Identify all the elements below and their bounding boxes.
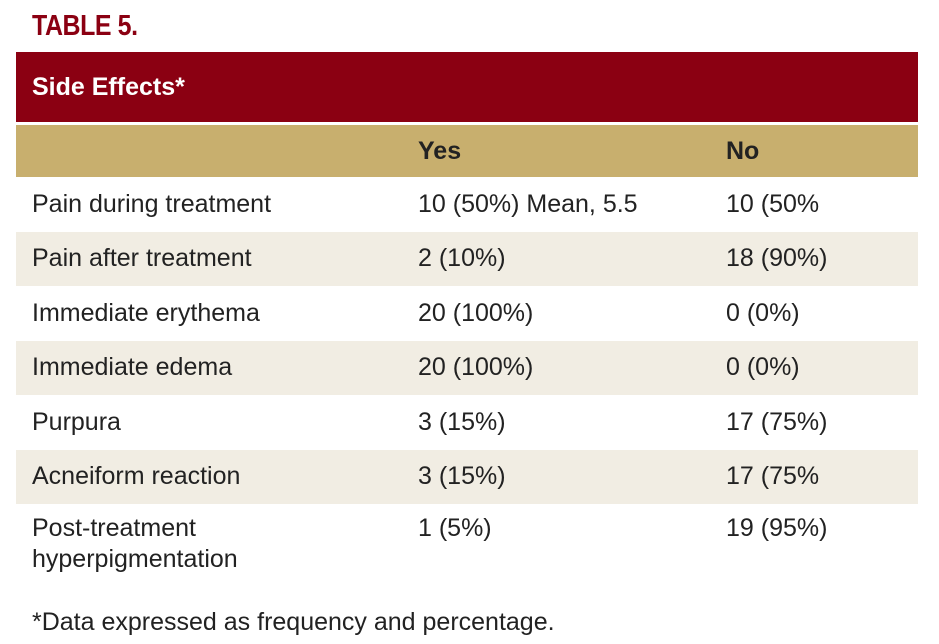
divider [16, 122, 918, 125]
table-label: TABLE 5. [32, 10, 138, 42]
cell-effect: Acneiform reaction [32, 462, 241, 491]
table-header-row: Yes No [16, 125, 918, 177]
cell-no: 19 (95%) [726, 514, 828, 542]
cell-yes: 2 (10%) [418, 244, 506, 273]
cell-yes: 3 (15%) [418, 462, 506, 491]
cell-effect: Immediate erythema [32, 298, 260, 327]
cell-no: 17 (75% [726, 462, 820, 491]
cell-yes: 1 (5%) [418, 514, 492, 542]
table-footnote: *Data expressed as frequency and percent… [32, 608, 555, 636]
cell-yes: 10 (50%) Mean, 5.5 [418, 189, 638, 218]
cell-no: 10 (50% [726, 189, 820, 218]
table-row: Immediate erythema 20 (100%) 0 (0%) [16, 286, 918, 341]
cell-effect: Immediate edema [32, 353, 233, 382]
cell-effect: Pain during treatment [32, 189, 272, 218]
table-title-bar: Side Effects* [16, 52, 918, 122]
cell-yes: 20 (100%) [418, 298, 534, 327]
table-body: Pain during treatment 10 (50%) Mean, 5.5… [16, 177, 918, 576]
table-row: Acneiform reaction 3 (15%) 17 (75% [16, 449, 918, 504]
cell-no: 18 (90%) [726, 244, 828, 273]
cell-effect: Purpura [32, 407, 121, 436]
side-effects-table: Side Effects* Yes No Pain during treatme… [16, 52, 918, 576]
cell-effect-line2: hyperpigmentation [32, 545, 238, 573]
cell-no: 17 (75%) [726, 407, 828, 436]
cell-yes: 3 (15%) [418, 407, 506, 436]
table-row: Immediate edema 20 (100%) 0 (0%) [16, 340, 918, 395]
cell-effect-line1: Post-treatment [32, 514, 196, 542]
cell-effect: Pain after treatment [32, 244, 252, 273]
header-yes: Yes [418, 136, 462, 165]
table-title: Side Effects* [32, 72, 185, 101]
cell-no: 0 (0%) [726, 298, 800, 327]
table-row: Post-treatment hyperpigmentation 1 (5%) … [16, 504, 918, 576]
table-row: Pain during treatment 10 (50%) Mean, 5.5… [16, 177, 918, 232]
cell-yes: 20 (100%) [418, 353, 534, 382]
table-row: Purpura 3 (15%) 17 (75%) [16, 395, 918, 450]
cell-effect: Post-treatment hyperpigmentation [16, 513, 402, 575]
cell-no: 0 (0%) [726, 353, 800, 382]
table-row: Pain after treatment 2 (10%) 18 (90%) [16, 231, 918, 286]
header-no: No [726, 136, 760, 165]
